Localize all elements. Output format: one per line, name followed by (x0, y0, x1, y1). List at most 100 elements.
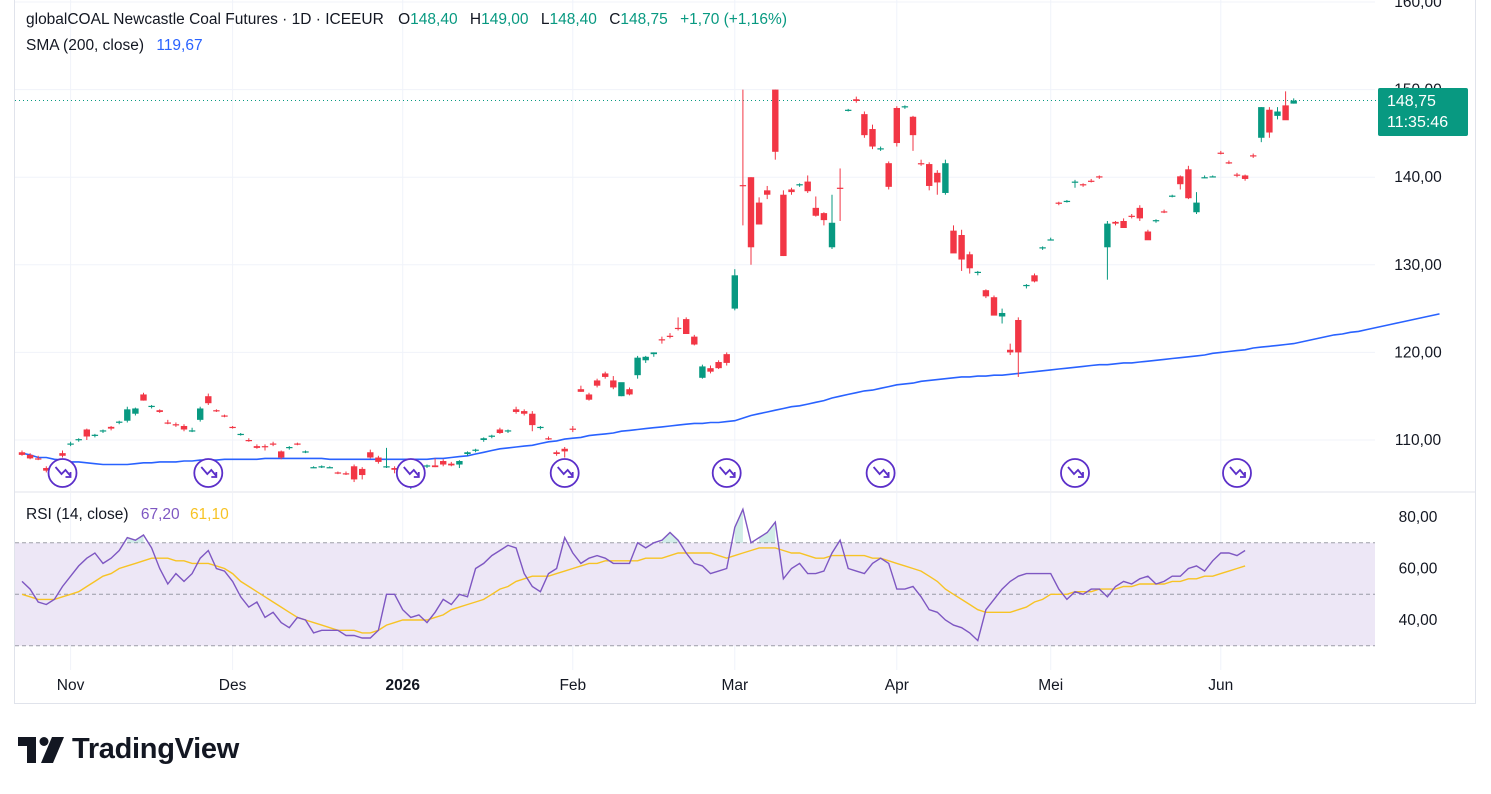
candle-body (1201, 177, 1208, 179)
candle-body (383, 466, 390, 468)
event-markers[interactable] (47, 458, 1252, 488)
event-marker-icon[interactable] (865, 458, 896, 488)
time-tick-label: Des (219, 677, 247, 694)
event-marker-arrow (403, 466, 420, 477)
candle-body (286, 447, 293, 449)
candle-body (188, 430, 196, 432)
candle-body (67, 443, 74, 445)
sma-legend[interactable]: SMA (200, close) 119,67 (26, 37, 205, 55)
candle-body (650, 352, 657, 355)
event-marker-arrowhead (567, 472, 574, 478)
candle-body (1047, 239, 1054, 241)
candle-body (1079, 184, 1087, 186)
candle-body (942, 163, 949, 193)
event-marker-icon[interactable] (395, 458, 426, 488)
candle-body (699, 366, 706, 378)
candle-body (545, 438, 552, 440)
candle-body (982, 290, 990, 297)
time-tick-label: Apr (885, 677, 909, 694)
candles (18, 89, 1297, 490)
candle-body (75, 439, 82, 441)
event-marker-icon[interactable] (1222, 458, 1252, 488)
rsi-tick-label: 60,00 (1399, 561, 1438, 578)
candle-body (796, 184, 803, 186)
candle-body (59, 453, 66, 456)
candle-body (1104, 223, 1111, 248)
event-marker-arrow (200, 466, 217, 477)
candle-body (1169, 195, 1176, 197)
candle-body (116, 421, 123, 423)
event-marker-arrowhead (1240, 472, 1246, 478)
rsi-legend[interactable]: RSI (14, close) 67,20 61,10 (26, 506, 231, 524)
rsi-ma-value: 61,10 (189, 506, 229, 523)
event-marker-arrow (1229, 466, 1246, 477)
candle-body (577, 389, 585, 392)
candle-body (1290, 100, 1297, 104)
candle-body (845, 109, 852, 111)
candle-body (723, 354, 730, 363)
candle-body (1096, 176, 1103, 178)
candle-body (423, 465, 431, 467)
candle-body (780, 194, 787, 257)
symbol-legend[interactable]: globalCOAL Newcastle Coal Futures · 1D ·… (26, 11, 789, 29)
candle-body (488, 435, 495, 437)
candle-body (472, 449, 479, 451)
candle-body (342, 473, 350, 475)
candle-body (197, 408, 204, 420)
candle-body (974, 271, 981, 274)
candle-body (747, 177, 755, 248)
candle-body (213, 410, 220, 412)
rsi-tick-label: 40,00 (1399, 612, 1438, 629)
open-value: 148,40 (410, 11, 458, 28)
bar-countdown: 11:35:46 (1387, 114, 1449, 131)
candle-body (1185, 169, 1192, 199)
time-tick-label: Mei (1038, 677, 1063, 694)
time-tick-label: Feb (559, 677, 586, 694)
candle-body (869, 129, 876, 147)
candle-body (593, 380, 601, 386)
candle-body (164, 422, 171, 424)
candle-body (1217, 152, 1224, 154)
event-marker-arrow (54, 466, 72, 477)
candle-body (1015, 319, 1022, 353)
candle-body (1274, 111, 1281, 116)
time-tick-label: 2026 (385, 677, 420, 694)
event-marker-icon[interactable] (711, 458, 742, 488)
time-tick-label: Jun (1208, 677, 1233, 694)
event-marker-icon[interactable] (1060, 458, 1090, 488)
candle-body (1225, 162, 1233, 164)
candle-body (836, 187, 844, 189)
symbol-name[interactable]: globalCOAL Newcastle Coal Futures · 1D ·… (26, 11, 384, 28)
candle-body (1250, 155, 1257, 157)
chart-canvas[interactable]: 110,00120,00130,00140,00150,00160,00NovD… (0, 0, 1491, 710)
event-marker-icon[interactable] (47, 458, 78, 488)
candle-body (1112, 221, 1119, 224)
candle-body (205, 396, 212, 404)
tradingview-logo[interactable]: TradingView (18, 733, 239, 766)
candle-body (521, 411, 528, 414)
candle-body (91, 434, 99, 436)
candle-body (828, 222, 836, 248)
candle-body (885, 163, 892, 187)
candle-body (456, 461, 463, 465)
candle-body (1144, 231, 1152, 241)
candle-body (229, 426, 236, 429)
candle-body (561, 448, 568, 452)
candle-body (804, 181, 811, 192)
candle-body (707, 368, 714, 372)
rsi-path (21, 507, 1246, 642)
candle-body (1233, 174, 1241, 176)
candle-body (715, 362, 722, 369)
candle-body (1128, 215, 1135, 217)
event-marker-icon[interactable] (549, 458, 580, 488)
event-marker-arrowhead (211, 472, 218, 478)
candle-body (788, 189, 795, 193)
event-marker-arrowhead (413, 472, 420, 478)
candle-body (1071, 181, 1079, 183)
candle-body (375, 457, 382, 462)
event-marker-icon[interactable] (193, 458, 224, 488)
candle-body (35, 458, 42, 460)
candle-body (1241, 175, 1249, 179)
candle-body (326, 467, 333, 469)
candle-body (893, 107, 900, 144)
